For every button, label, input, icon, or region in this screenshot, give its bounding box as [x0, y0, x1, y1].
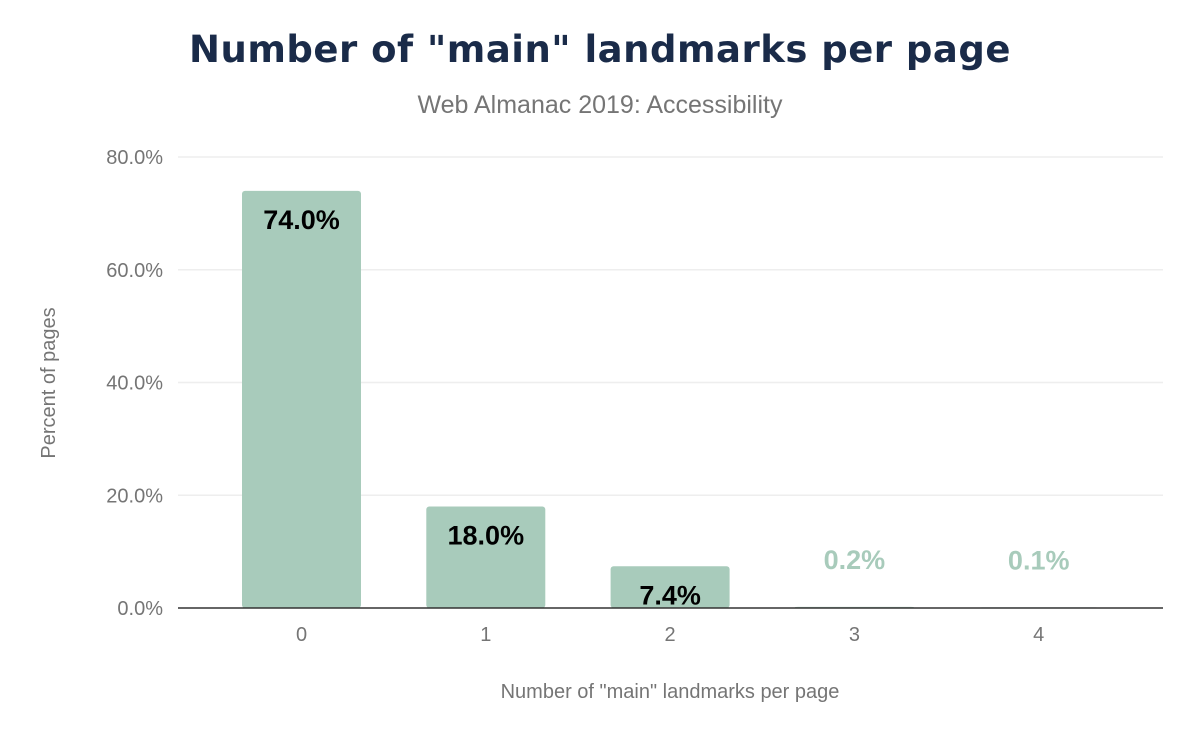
x-tick-label: 2: [665, 624, 676, 646]
data-label: 18.0%: [448, 521, 525, 551]
chart-subtitle: Web Almanac 2019: Accessibility: [417, 91, 783, 119]
bar-1: [426, 506, 546, 608]
y-axis-label: Percent of pages: [38, 307, 60, 458]
x-tick-label: 3: [849, 624, 860, 646]
data-label: 0.1%: [1008, 545, 1070, 575]
y-tick-label: 40.0%: [106, 373, 163, 395]
y-tick-label: 80.0%: [106, 147, 163, 169]
bar-0: [242, 190, 361, 608]
y-tick-label: 60.0%: [106, 260, 163, 282]
y-tick-label: 20.0%: [106, 485, 163, 507]
data-label: 7.4%: [639, 580, 701, 610]
x-tick-label: 0: [296, 624, 307, 646]
x-axis-label: Number of "main" landmarks per page: [501, 681, 840, 703]
bar-2: [610, 566, 730, 608]
data-label: 74.0%: [263, 205, 340, 235]
x-tick-label: 1: [480, 624, 491, 646]
data-label: 0.2%: [824, 545, 886, 575]
chart-title: Number of "main" landmarks per page: [189, 28, 1011, 71]
x-tick-label: 4: [1033, 624, 1044, 646]
y-tick-label: 0.0%: [117, 598, 163, 620]
